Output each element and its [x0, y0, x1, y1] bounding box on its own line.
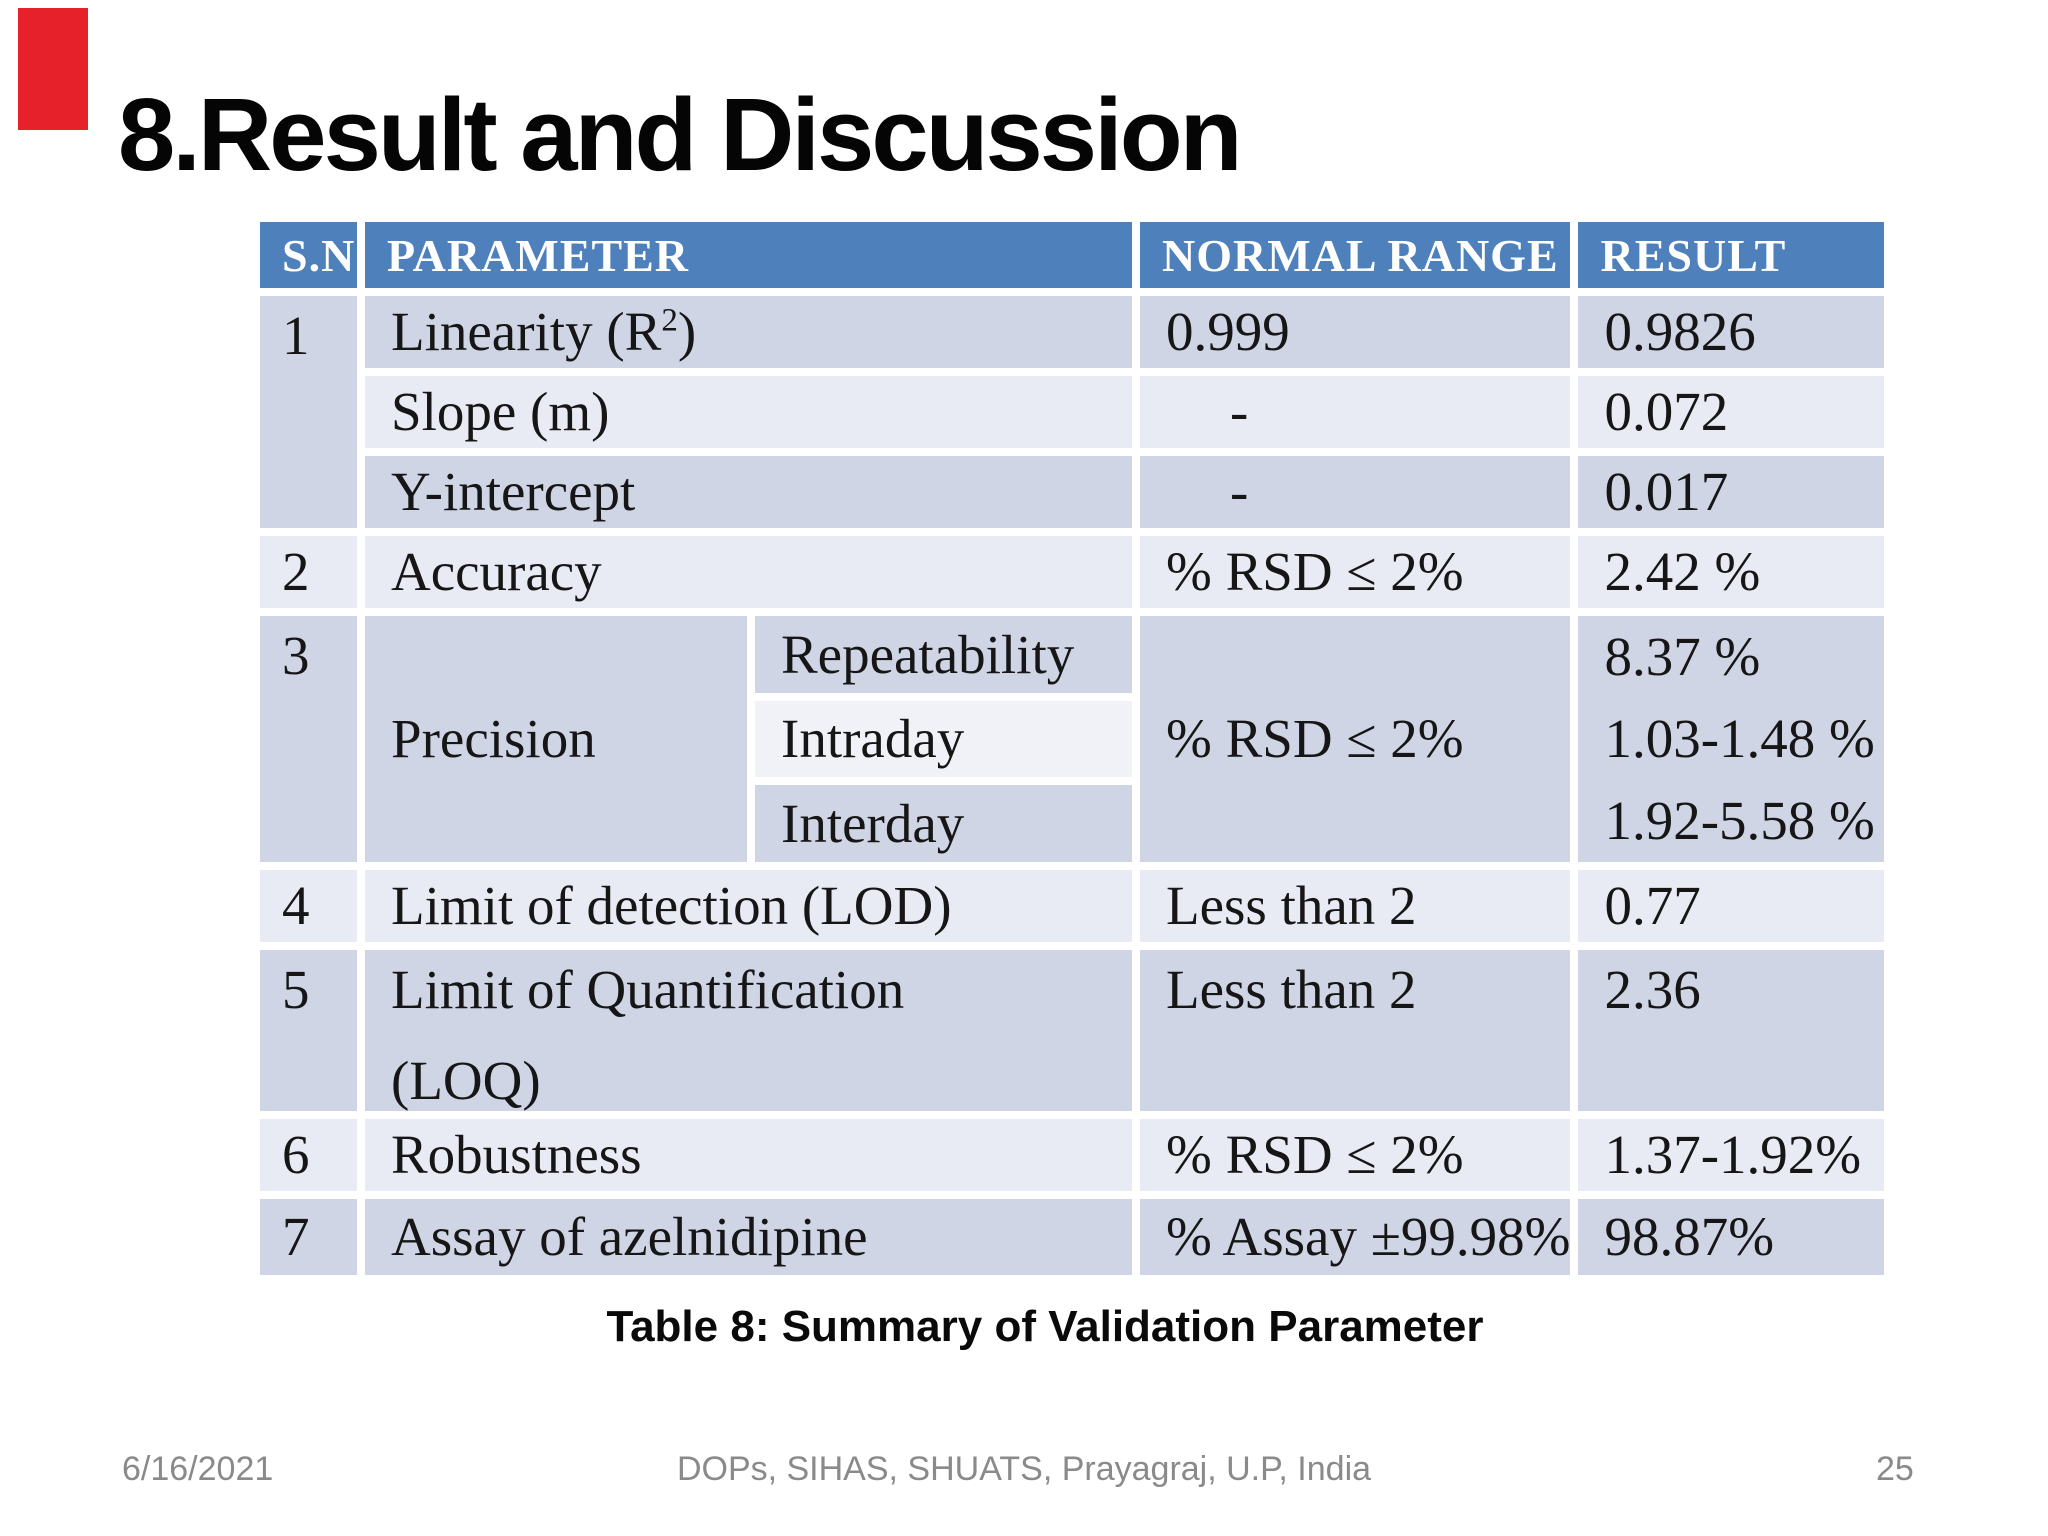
precision-result-interday: 1.92-5.58 %	[1604, 790, 1875, 852]
cell-robustness: Robustness	[365, 1118, 1132, 1191]
header-normal-range: NORMAL RANGE	[1140, 222, 1571, 288]
cell-assay: Assay of azelnidipine	[365, 1198, 1132, 1275]
row-assay: 7 Assay of azelnidipine % Assay ±99.98% …	[260, 1198, 1885, 1275]
cell-slope-normal: -	[1140, 376, 1571, 448]
cell-y-intercept-normal: -	[1140, 456, 1571, 528]
table-header-row: S.N PARAMETER NORMAL RANGE RESULT	[260, 222, 1885, 288]
cell-sn-7: 7	[260, 1198, 357, 1275]
slide-title: 8.Result and Discussion	[118, 77, 1243, 192]
cell-lod: Limit of detection (LOD)	[365, 870, 1132, 942]
cell-slope: Slope (m)	[365, 376, 1132, 448]
cell-intraday: Intraday	[755, 700, 1132, 778]
cell-y-intercept-result: 0.017	[1578, 456, 1885, 528]
cell-slope-result: 0.072	[1578, 376, 1885, 448]
cell-precision-normal: % RSD ≤ 2%	[1140, 616, 1571, 862]
cell-assay-result: 98.87%	[1578, 1198, 1885, 1275]
cell-accuracy: Accuracy	[365, 536, 1132, 608]
cell-loq-normal: Less than 2	[1140, 950, 1571, 1111]
validation-table: S.N PARAMETER NORMAL RANGE RESULT 1 Line…	[252, 214, 1892, 1283]
cell-precision-results: 8.37 % 1.03-1.48 % 1.92-5.58 %	[1578, 616, 1885, 862]
superscript-2: 2	[661, 302, 678, 339]
cell-repeatability: Repeatability	[755, 616, 1132, 693]
row-robustness: 6 Robustness % RSD ≤ 2% 1.37-1.92%	[260, 1118, 1885, 1191]
row-precision-interday: Interday	[260, 785, 1884, 862]
cell-lod-normal: Less than 2	[1140, 870, 1571, 942]
cell-sn-4: 4	[260, 870, 357, 942]
row-lod: 4 Limit of detection (LOD) Less than 2 0…	[260, 870, 1885, 942]
cell-sn-2: 2	[260, 536, 357, 608]
cell-sn-3: 3	[260, 616, 357, 862]
row-linearity: 1 Linearity (R2) 0.999 0.9826	[260, 296, 1885, 528]
cell-linearity-result: 0.9826	[1578, 296, 1885, 368]
header-sn: S.N	[260, 222, 357, 288]
footer-affiliation: DOPs, SIHAS, SHUATS, Prayagraj, U.P, Ind…	[676, 1450, 1372, 1488]
header-parameter: PARAMETER	[365, 222, 1132, 288]
cell-linearity-normal: 0.999	[1140, 296, 1571, 368]
cell-y-intercept: Y-intercept	[365, 456, 1132, 528]
cell-assay-normal: % Assay ±99.98%	[1140, 1198, 1571, 1275]
cell-lod-result: 0.77	[1578, 870, 1885, 942]
row-y-intercept: Y-intercept - 0.017	[260, 456, 1885, 528]
cell-robustness-result: 1.37-1.92%	[1578, 1118, 1885, 1191]
cell-precision: Precision	[365, 616, 747, 862]
cell-accuracy-normal: % RSD ≤ 2%	[1140, 536, 1571, 608]
row-precision-repeatability: 3 Precision Repeatability % RSD ≤ 2% 8.3…	[260, 616, 1885, 862]
row-slope: Slope (m) - 0.072	[260, 376, 1885, 448]
cell-linearity: Linearity (R2)	[365, 296, 1132, 368]
row-precision-intraday: Intraday	[260, 700, 1884, 778]
cell-sn-6: 6	[260, 1118, 357, 1191]
cell-sn-1: 1	[260, 296, 357, 528]
footer-page-number: 25	[1876, 1450, 1914, 1488]
row-loq: 5 Limit of Quantification (LOQ) Less tha…	[260, 950, 1885, 1111]
cell-loq: Limit of Quantification (LOQ)	[365, 950, 1132, 1111]
row-accuracy: 2 Accuracy % RSD ≤ 2% 2.42 %	[260, 536, 1885, 608]
cell-accuracy-result: 2.42 %	[1578, 536, 1885, 608]
cell-sn-5: 5	[260, 950, 357, 1111]
cell-robustness-normal: % RSD ≤ 2%	[1140, 1118, 1571, 1191]
precision-result-repeatability: 8.37 %	[1604, 626, 1761, 688]
table-caption: Table 8: Summary of Validation Parameter	[606, 1302, 1484, 1351]
header-result: RESULT	[1578, 222, 1885, 288]
red-marker	[18, 8, 88, 130]
cell-loq-result: 2.36	[1578, 950, 1885, 1111]
precision-result-intraday: 1.03-1.48 %	[1604, 708, 1875, 770]
cell-interday: Interday	[755, 785, 1132, 862]
footer-date: 6/16/2021	[122, 1450, 274, 1488]
